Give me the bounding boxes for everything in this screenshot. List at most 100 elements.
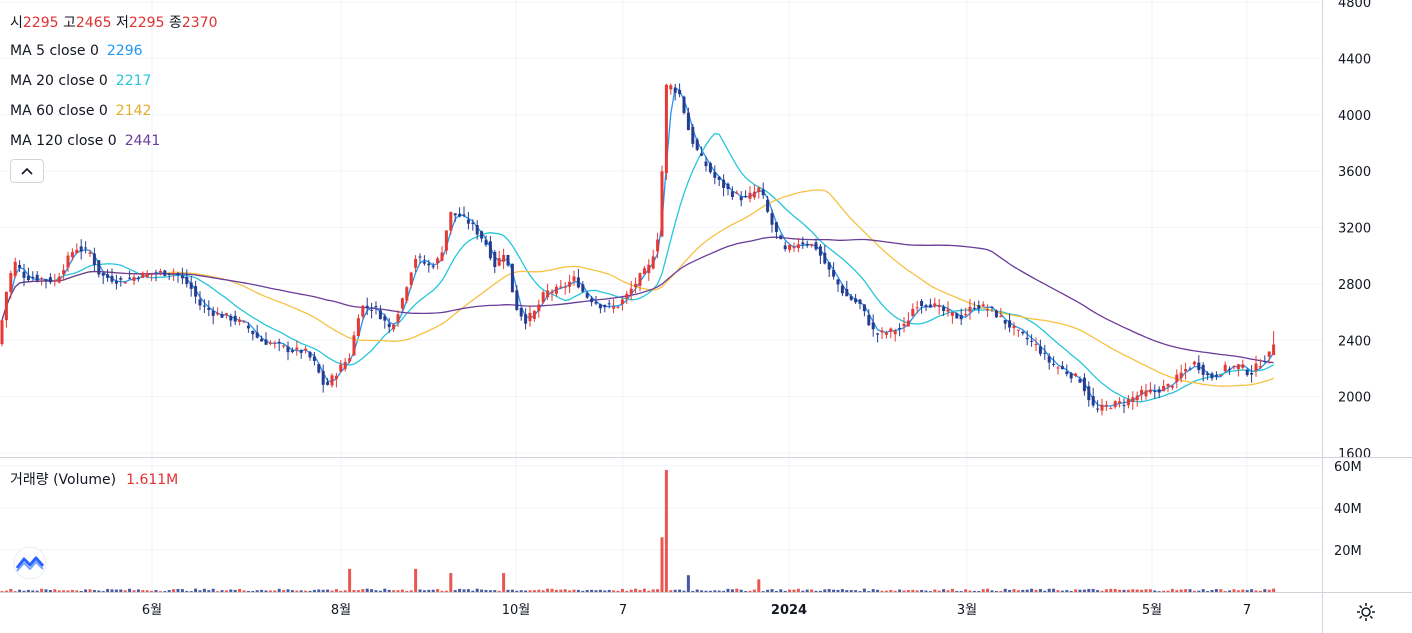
- candle-body: [629, 288, 633, 295]
- volume-bar: [686, 575, 690, 592]
- candle-body: [744, 196, 748, 198]
- volume-bar: [972, 590, 976, 592]
- volume-bar: [370, 589, 374, 592]
- volume-bar: [739, 589, 743, 592]
- candle: [471, 219, 475, 231]
- high-label: 고: [62, 15, 76, 31]
- candle-body: [1170, 385, 1174, 388]
- candle-body: [13, 261, 17, 277]
- candle: [788, 244, 792, 253]
- candle: [9, 270, 13, 299]
- candle: [246, 322, 250, 333]
- candle-body: [1043, 352, 1047, 354]
- volume-bar: [1250, 589, 1254, 592]
- volume-bar: [867, 591, 871, 592]
- candle: [286, 341, 290, 361]
- candle-body: [528, 312, 532, 322]
- candle: [268, 339, 272, 346]
- volume-bar: [9, 588, 13, 592]
- settings-button[interactable]: [1352, 598, 1380, 626]
- candle-body: [541, 292, 545, 303]
- volume-bar: [1192, 590, 1196, 592]
- candle: [796, 237, 800, 253]
- candle: [950, 311, 954, 324]
- candle-body: [9, 273, 13, 292]
- candle-body: [704, 161, 708, 167]
- volume-bar: [220, 590, 224, 592]
- candle-body: [1241, 364, 1245, 368]
- candle: [242, 320, 246, 324]
- ma20-legend[interactable]: MA 20 close 0 2217: [10, 72, 151, 90]
- candle: [31, 271, 35, 281]
- candle-body: [902, 323, 906, 326]
- candle: [308, 350, 312, 361]
- volume-bar: [981, 589, 985, 592]
- candle: [57, 272, 61, 284]
- candle-body: [660, 171, 664, 237]
- volume-bar: [607, 589, 611, 592]
- volume-bar: [343, 590, 347, 592]
- time-tick-label: 10월: [502, 603, 531, 618]
- candle: [669, 83, 673, 95]
- candle: [180, 267, 184, 285]
- candle: [1258, 359, 1262, 370]
- candle: [959, 308, 963, 326]
- ma5-legend[interactable]: MA 5 close 0 2296: [10, 42, 143, 60]
- candle-body: [920, 300, 924, 306]
- ma120-legend[interactable]: MA 120 close 0 2441: [10, 132, 160, 150]
- candle: [282, 344, 286, 349]
- candle-body: [546, 290, 550, 298]
- candle: [458, 207, 462, 218]
- candle-body: [563, 286, 567, 288]
- candle-body: [277, 341, 281, 344]
- candle-body: [370, 309, 374, 311]
- tradingview-logo-icon[interactable]: [10, 546, 54, 580]
- candle: [739, 191, 743, 207]
- collapse-legend-button[interactable]: [10, 159, 44, 183]
- candle-body: [110, 275, 114, 282]
- volume-bar: [1034, 589, 1038, 592]
- time-tick-label: 5월: [1142, 603, 1162, 618]
- candle-body: [708, 163, 712, 173]
- candle-body: [136, 277, 140, 280]
- candle: [946, 301, 950, 317]
- volume-bar: [1021, 589, 1025, 592]
- candle-body: [678, 89, 682, 95]
- candle: [871, 314, 875, 337]
- candle: [158, 268, 162, 276]
- volume-bar: [1065, 590, 1069, 592]
- volume-bar: [471, 590, 475, 592]
- volume-bar: [198, 590, 202, 592]
- price-tick-label: 4000: [1338, 109, 1371, 124]
- ma60-legend[interactable]: MA 60 close 0 2142: [10, 102, 151, 120]
- candle-body: [858, 299, 862, 304]
- volume-bar: [656, 589, 660, 592]
- volume-bar: [594, 590, 598, 592]
- candle: [1069, 371, 1073, 383]
- candle: [35, 271, 39, 283]
- volume-legend[interactable]: 거래량 (Volume) 1.611M: [10, 469, 178, 489]
- candle-body: [862, 304, 866, 312]
- volume-bar: [845, 590, 849, 592]
- candle-body: [1219, 374, 1223, 376]
- candle-body: [977, 305, 981, 309]
- candle-body: [550, 291, 554, 294]
- volume-bar: [53, 589, 57, 592]
- candle-body: [647, 264, 651, 274]
- candle: [290, 347, 294, 354]
- candle: [488, 236, 492, 261]
- candle-body: [1214, 374, 1218, 377]
- candle-body: [114, 280, 118, 284]
- volume-bar: [1087, 588, 1091, 592]
- candle-body: [356, 318, 360, 337]
- candle: [62, 264, 66, 280]
- volume-bar: [1104, 589, 1108, 592]
- volume-bar: [414, 568, 418, 592]
- candle: [933, 297, 937, 309]
- candle-body: [818, 246, 822, 256]
- candle: [1113, 400, 1117, 409]
- candle: [735, 190, 739, 195]
- candle: [13, 257, 17, 279]
- high-value: 2465: [75, 15, 112, 31]
